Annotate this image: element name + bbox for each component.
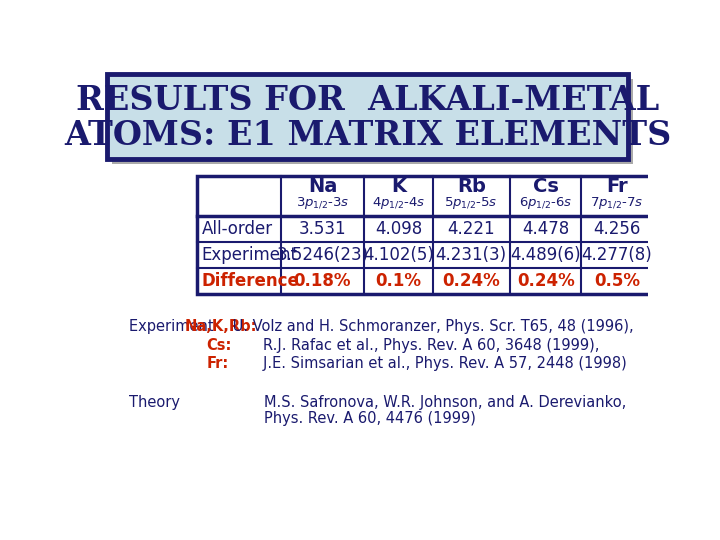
Text: 4.231(3): 4.231(3) (436, 246, 507, 264)
Text: 0.18%: 0.18% (294, 272, 351, 290)
Text: Difference: Difference (202, 272, 300, 290)
Text: 3.5246(23): 3.5246(23) (276, 246, 369, 264)
Text: Experiment: Experiment (129, 319, 218, 334)
Text: Cs:: Cs: (206, 338, 232, 353)
Text: Phys. Rev. A 60, 4476 (1999): Phys. Rev. A 60, 4476 (1999) (264, 411, 476, 427)
Bar (197, 176, 652, 294)
Text: All-order: All-order (202, 220, 273, 238)
Text: 0.24%: 0.24% (442, 272, 500, 290)
Text: 4.489(6): 4.489(6) (510, 246, 581, 264)
Text: 4.098: 4.098 (375, 220, 422, 238)
Text: 4.102(5): 4.102(5) (363, 246, 434, 264)
Text: ATOMS: E1 MATRIX ELEMENTS: ATOMS: E1 MATRIX ELEMENTS (64, 119, 671, 152)
Text: $5p_{1/2}$-$5s$: $5p_{1/2}$-$5s$ (444, 195, 498, 211)
Text: Na,K,Rb:: Na,K,Rb: (184, 319, 257, 334)
Text: K: K (391, 177, 406, 196)
Text: R.J. Rafac et al., Phys. Rev. A 60, 3648 (1999),: R.J. Rafac et al., Phys. Rev. A 60, 3648… (225, 338, 599, 353)
Text: Fr: Fr (606, 177, 628, 196)
Text: Fr:: Fr: (206, 356, 228, 371)
Text: Rb: Rb (457, 177, 486, 196)
Text: Na: Na (308, 177, 337, 196)
Text: 0.1%: 0.1% (375, 272, 421, 290)
Text: RESULTS FOR  ALKALI-METAL: RESULTS FOR ALKALI-METAL (76, 84, 659, 117)
Text: 3.531: 3.531 (299, 220, 346, 238)
Text: Theory: Theory (129, 395, 180, 409)
Text: $3p_{1/2}$-$3s$: $3p_{1/2}$-$3s$ (296, 195, 349, 211)
Text: Cs: Cs (533, 177, 559, 196)
Text: Experiment: Experiment (202, 246, 297, 264)
Text: 0.5%: 0.5% (594, 272, 640, 290)
Bar (112, 79, 634, 164)
Text: U. Volz and H. Schmoranzer, Phys. Scr. T65, 48 (1996),: U. Volz and H. Schmoranzer, Phys. Scr. T… (228, 319, 634, 334)
Text: 4.221: 4.221 (448, 220, 495, 238)
Text: 4.478: 4.478 (522, 220, 570, 238)
Text: 4.256: 4.256 (593, 220, 641, 238)
Text: 0.24%: 0.24% (517, 272, 575, 290)
Text: M.S. Safronova, W.R. Johnson, and A. Derevianko,: M.S. Safronova, W.R. Johnson, and A. Der… (264, 395, 626, 409)
Bar (107, 74, 628, 159)
Text: $7p_{1/2}$-$7s$: $7p_{1/2}$-$7s$ (590, 195, 644, 211)
Text: J.E. Simsarian et al., Phys. Rev. A 57, 2448 (1998): J.E. Simsarian et al., Phys. Rev. A 57, … (225, 356, 626, 371)
Text: $6p_{1/2}$-$6s$: $6p_{1/2}$-$6s$ (519, 195, 572, 211)
Text: 4.277(8): 4.277(8) (582, 246, 652, 264)
Text: $4p_{1/2}$-$4s$: $4p_{1/2}$-$4s$ (372, 195, 426, 211)
